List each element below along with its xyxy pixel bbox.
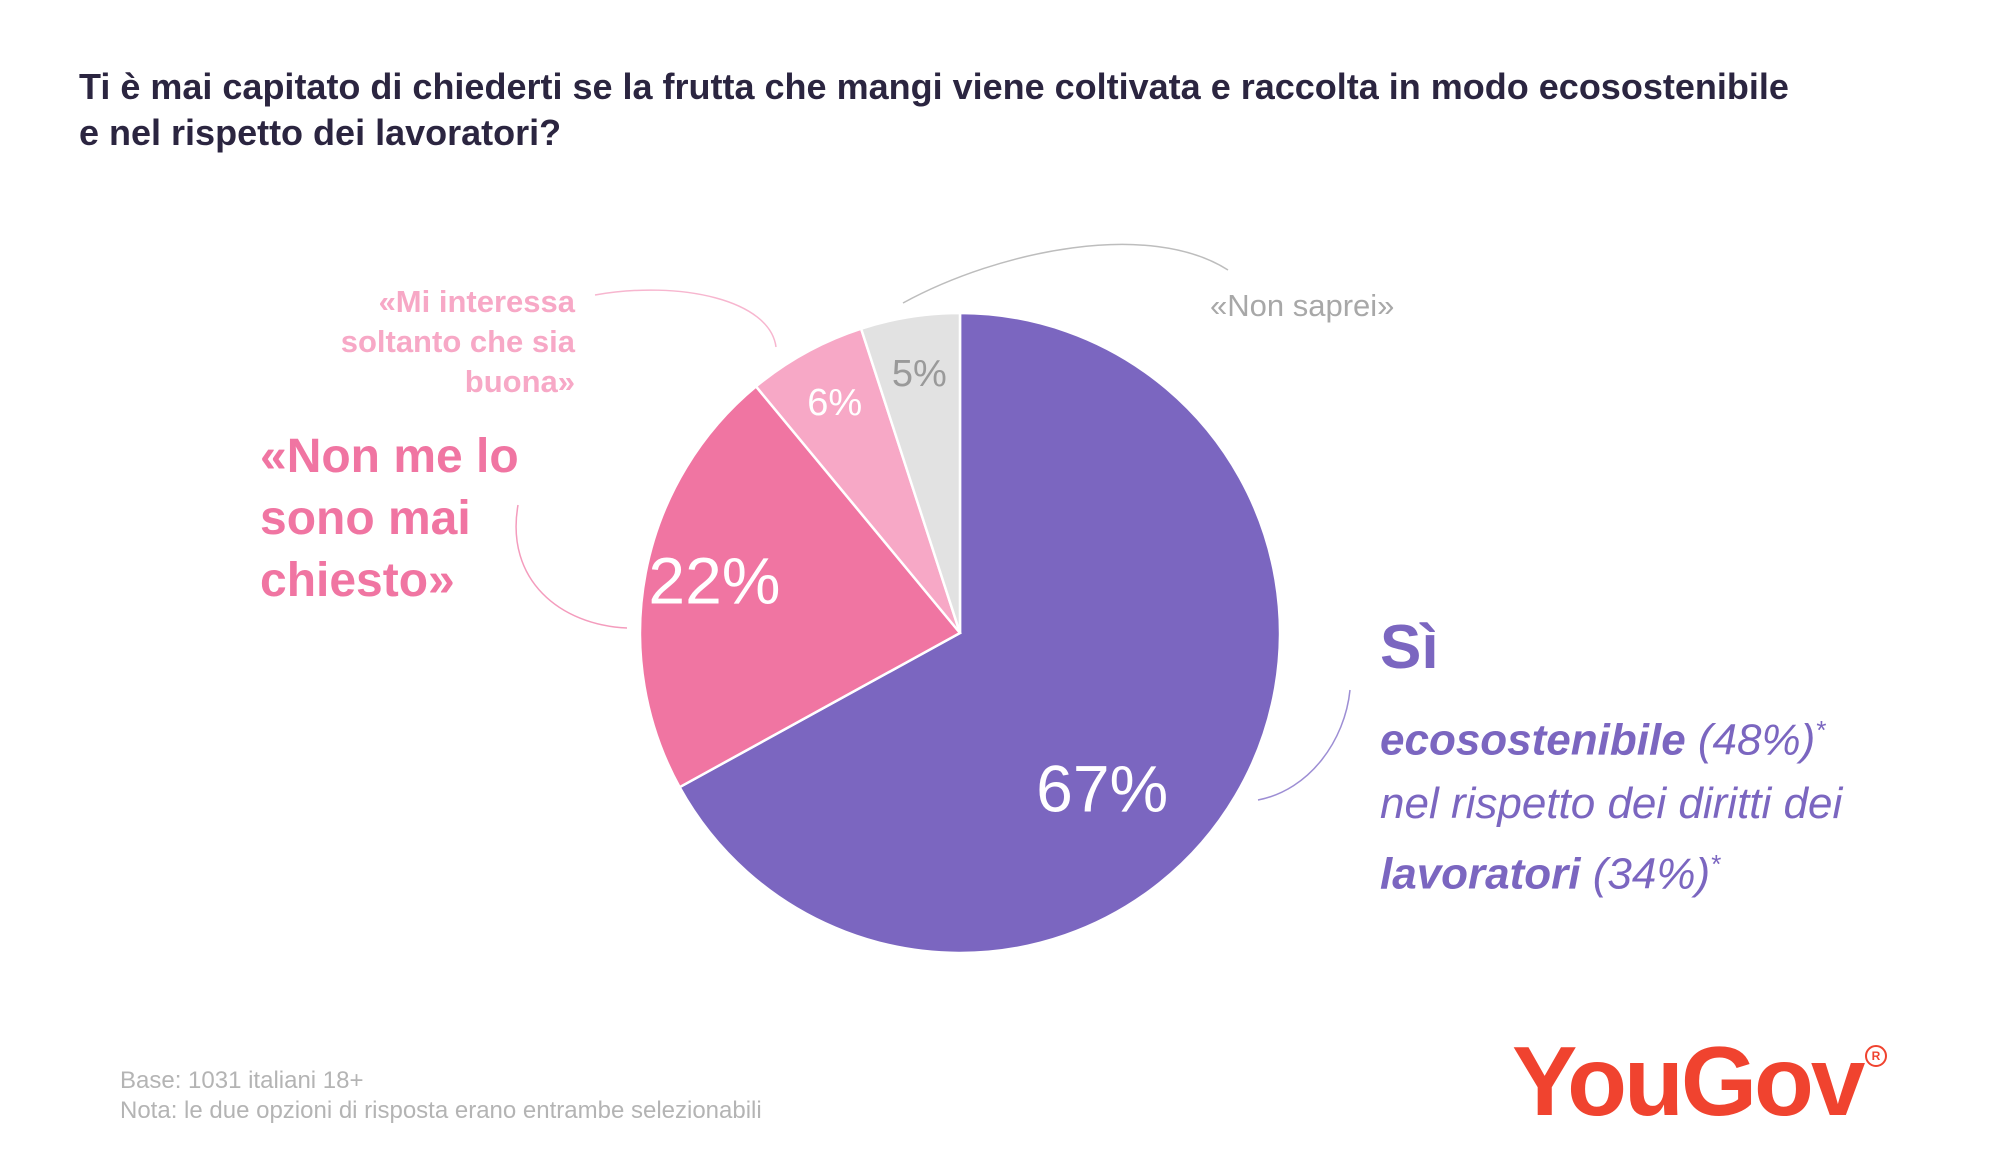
connector-si bbox=[1257, 689, 1351, 801]
label-si-lavoratori: lavoratori (34%)* bbox=[1380, 834, 1980, 905]
registered-mark-icon: R bbox=[1865, 1045, 1887, 1067]
pie-value-label-1: 22% bbox=[648, 544, 780, 618]
pie-slice-3 bbox=[859, 311, 962, 634]
pie-value-label-2: 6% bbox=[807, 382, 862, 424]
label-eco-pct: (48%) bbox=[1697, 715, 1816, 765]
connector-non-me-lo bbox=[515, 504, 628, 629]
label-lavoratori-asterisk: * bbox=[1710, 849, 1721, 879]
label-eco-asterisk: * bbox=[1815, 715, 1826, 745]
connector-mi-interessa bbox=[594, 289, 777, 348]
label-lavoratori-pct: (34%) bbox=[1592, 849, 1711, 899]
chart-title: Ti è mai capitato di chiederti se la fru… bbox=[79, 64, 1939, 156]
label-mi-interessa-line-1: «Mi interessa bbox=[378, 284, 575, 319]
chart-title-line-2: e nel rispetto dei lavoratori? bbox=[79, 112, 562, 153]
label-non-me-lo-line-2: sono mai bbox=[260, 492, 471, 545]
label-si-ecosostenibile: ecosostenibile (48%)* bbox=[1380, 700, 1980, 771]
chart-title-line-1: Ti è mai capitato di chiederti se la fru… bbox=[79, 66, 1789, 107]
connector-non-saprei bbox=[902, 243, 1229, 304]
pie-value-label-3: 5% bbox=[892, 353, 947, 395]
footer-nota: Nota: le due opzioni di risposta erano e… bbox=[120, 1097, 762, 1124]
label-eco-bold: ecosostenibile bbox=[1380, 715, 1686, 765]
pie-slice-1 bbox=[638, 384, 962, 789]
footer-base: Base: 1031 italiani 18+ bbox=[120, 1067, 364, 1094]
pie-slice-2 bbox=[754, 327, 962, 634]
label-mi-interessa-line-2: soltanto che sia bbox=[340, 324, 575, 359]
footer-notes: Base: 1031 italiani 18+ Nota: le due opz… bbox=[120, 1066, 762, 1126]
label-non-me-lo: «Non me lo sono mai chiesto» bbox=[260, 426, 600, 612]
pie-value-label-0: 67% bbox=[1036, 752, 1168, 826]
label-non-me-lo-line-3: chiesto» bbox=[260, 554, 455, 607]
pie-slice-0 bbox=[677, 311, 1282, 955]
label-non-saprei: «Non saprei» bbox=[1210, 288, 1395, 323]
yougov-logo: YouGov bbox=[1512, 1026, 1865, 1136]
label-si: Sì bbox=[1380, 613, 1439, 682]
label-non-me-lo-line-1: «Non me lo bbox=[260, 430, 519, 483]
label-mi-interessa-line-3: buona» bbox=[464, 364, 575, 399]
label-si-rispetto: nel rispetto dei diritti dei bbox=[1380, 779, 1843, 828]
label-mi-interessa: «Mi interessa soltanto che sia buona» bbox=[300, 282, 575, 402]
label-lavoratori-bold: lavoratori bbox=[1380, 849, 1581, 899]
